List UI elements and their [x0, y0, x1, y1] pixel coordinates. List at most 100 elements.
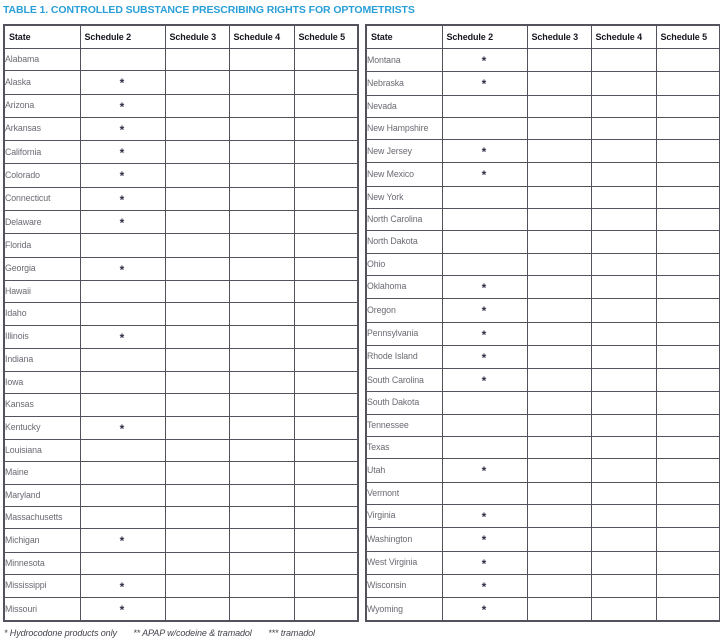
asterisk-mark: * — [481, 304, 488, 319]
asterisk-mark: * — [119, 421, 126, 436]
cell-schedule4 — [228, 551, 295, 575]
column-header-schedule-3: Schedule 3 — [164, 24, 230, 49]
cell-schedule5 — [293, 324, 359, 349]
state-name: California — [3, 140, 81, 165]
cell-schedule2: * — [79, 597, 166, 622]
table-row: Rhode Island * — [365, 344, 720, 370]
state-name: Virginia — [365, 503, 443, 529]
cell-schedule4 — [590, 274, 657, 300]
table-row: Kentucky * — [3, 415, 359, 441]
table-row: New Hampshire — [365, 116, 720, 141]
table-row: Delaware * — [3, 210, 359, 235]
cell-schedule3 — [526, 550, 592, 575]
cell-schedule5 — [655, 47, 720, 73]
table-row: South Carolina * — [365, 368, 720, 393]
cell-schedule2 — [441, 391, 528, 415]
cell-schedule4 — [590, 162, 657, 187]
state-name: Alabama — [3, 47, 81, 72]
cell-schedule5 — [655, 162, 720, 187]
cell-schedule5 — [655, 321, 720, 346]
asterisk-mark: * — [119, 216, 126, 231]
cell-schedule2 — [79, 505, 166, 530]
asterisk-mark: * — [481, 168, 488, 183]
cell-schedule2: * — [441, 573, 528, 599]
cell-schedule2 — [79, 302, 166, 326]
cell-schedule2: * — [79, 163, 166, 188]
cell-schedule4 — [228, 528, 295, 553]
table-row: Pennsylvania * — [365, 321, 720, 346]
cell-schedule4 — [228, 93, 295, 118]
states-table-left: State Schedule 2 Schedule 3 Schedule 4 Sched… — [3, 24, 359, 623]
table-row: New Jersey * — [365, 139, 720, 164]
column-header-schedule-3: Schedule 3 — [526, 24, 592, 49]
cell-schedule5 — [293, 256, 359, 281]
table-row: Oregon * — [365, 298, 720, 323]
state-name: Montana — [365, 47, 443, 73]
cell-schedule4 — [228, 186, 295, 212]
cell-schedule4 — [590, 252, 657, 276]
cell-schedule2: * — [79, 210, 166, 235]
cell-schedule3 — [526, 527, 592, 552]
cell-schedule4 — [590, 527, 657, 552]
cell-schedule2 — [441, 208, 528, 232]
state-name: Wisconsin — [365, 573, 443, 599]
cell-schedule2 — [441, 252, 528, 276]
state-name: Massachusetts — [3, 505, 81, 530]
cell-schedule5 — [293, 140, 359, 165]
table-row: West Virginia * — [365, 550, 720, 575]
table-row: Nebraska * — [365, 71, 720, 96]
column-header-schedule-5: Schedule 5 — [293, 24, 359, 49]
cell-schedule2: * — [79, 256, 166, 281]
table-row: Montana * — [365, 47, 720, 73]
cell-schedule3 — [526, 274, 592, 300]
state-name: Oregon — [365, 298, 443, 323]
state-name: Ohio — [365, 252, 443, 276]
table-row: North Carolina — [365, 208, 720, 232]
cell-schedule3 — [164, 597, 230, 622]
state-name: New Mexico — [365, 162, 443, 187]
cell-schedule5 — [293, 279, 359, 304]
column-header-state: State — [3, 24, 81, 49]
cell-schedule3 — [164, 93, 230, 118]
cell-schedule4 — [590, 71, 657, 96]
cell-schedule4 — [228, 163, 295, 188]
cell-schedule4 — [228, 393, 295, 417]
footnote-note-apap: ** APAP w/codeine & tramadol — [133, 628, 252, 638]
cell-schedule5 — [655, 185, 720, 210]
cell-schedule4 — [228, 256, 295, 281]
state-name: Idaho — [3, 302, 81, 326]
cell-schedule3 — [526, 298, 592, 323]
cell-schedule3 — [526, 94, 592, 118]
cell-schedule3 — [164, 279, 230, 304]
cell-schedule4 — [590, 391, 657, 415]
cell-schedule4 — [228, 415, 295, 441]
cell-schedule4 — [590, 139, 657, 164]
cell-schedule2: * — [441, 550, 528, 575]
state-name: Texas — [365, 436, 443, 460]
cell-schedule3 — [164, 551, 230, 575]
cell-schedule2: * — [79, 415, 166, 441]
cell-schedule5 — [655, 550, 720, 575]
cell-schedule2: * — [79, 116, 166, 142]
state-name: South Carolina — [365, 368, 443, 393]
table-row: California * — [3, 140, 359, 165]
cell-schedule2: * — [79, 70, 166, 95]
cell-schedule3 — [526, 321, 592, 346]
column-header-schedule-2: Schedule 2 — [441, 24, 528, 49]
cell-schedule3 — [526, 71, 592, 96]
cell-schedule3 — [526, 139, 592, 164]
cell-schedule2 — [441, 413, 528, 438]
asterisk-mark: * — [119, 169, 126, 184]
cell-schedule4: ** — [228, 233, 295, 258]
cell-schedule3 — [526, 344, 592, 370]
cell-schedule3 — [164, 483, 230, 507]
state-name: Arkansas — [3, 116, 81, 142]
cell-schedule4 — [590, 230, 657, 254]
cell-schedule5 — [655, 252, 720, 276]
asterisk-mark: * — [119, 122, 126, 137]
cell-schedule4 — [228, 483, 295, 507]
table-row: Florida ** — [3, 233, 359, 258]
table-row: Hawaii — [3, 279, 359, 304]
column-header-schedule-2: Schedule 2 — [79, 24, 166, 49]
